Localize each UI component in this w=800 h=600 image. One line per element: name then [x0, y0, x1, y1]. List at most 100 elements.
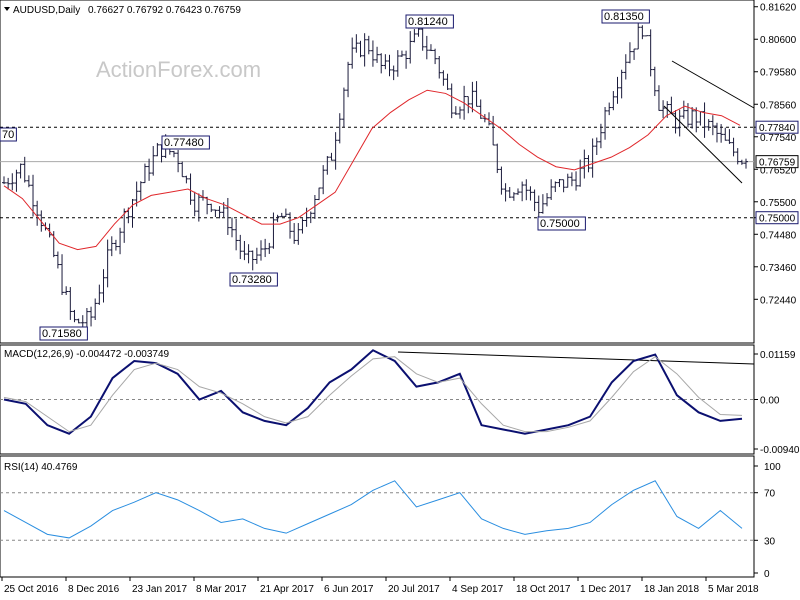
price-bar — [719, 124, 724, 143]
price-bar — [375, 46, 380, 63]
price-bar — [561, 179, 566, 193]
price-bar — [366, 35, 371, 55]
price-bar — [259, 240, 264, 261]
price-bar — [35, 200, 40, 226]
price-bar — [652, 66, 657, 97]
price-bar — [383, 54, 388, 70]
price-bar — [586, 155, 591, 173]
price-bar — [238, 234, 243, 260]
price-bar — [690, 107, 695, 129]
current-price-box — [755, 155, 799, 169]
x-axis-label: 5 Mar 2018 — [708, 584, 759, 595]
x-axis-label: 8 Mar 2017 — [196, 584, 247, 595]
price-bar — [55, 251, 60, 269]
price-bar — [234, 218, 239, 251]
price-bar — [329, 152, 334, 161]
macd-panel — [0, 344, 755, 455]
price-bar — [636, 19, 641, 50]
price-bar — [89, 306, 94, 327]
price-bar — [594, 137, 599, 155]
price-annotation: 0.71580 — [39, 326, 88, 341]
price-bar — [644, 35, 649, 37]
macd-label: MACD(12,26,9) -0.004472 -0.003749 — [4, 349, 170, 360]
price-bar — [615, 76, 620, 104]
price-bar — [242, 241, 247, 261]
price-bar — [441, 70, 446, 86]
annotation-label: 0.73280 — [232, 274, 272, 286]
x-axis-label: 8 Dec 2016 — [68, 584, 120, 595]
price-annotation: 0.77480 — [161, 135, 210, 150]
price-bar — [93, 298, 98, 321]
annotation-label: 0.71580 — [42, 328, 82, 340]
price-bar — [499, 166, 504, 195]
price-axis-label: 0.76520 — [760, 165, 797, 176]
price-bar — [395, 50, 400, 77]
price-bar — [723, 127, 728, 141]
price-bar — [246, 244, 251, 264]
price-bar — [196, 193, 201, 222]
price-bar — [627, 42, 632, 64]
price-bar — [632, 48, 637, 60]
rsi-panel — [0, 455, 755, 578]
annotation-label: 0.77480 — [164, 137, 204, 149]
price-bar — [466, 96, 471, 114]
price-bar — [271, 212, 276, 249]
price-bar — [10, 173, 15, 191]
channel-upper-line — [671, 60, 755, 109]
price-bar — [47, 223, 52, 238]
price-axis-label: 0.81620 — [760, 3, 797, 14]
x-axis-label: 1 Dec 2017 — [580, 584, 632, 595]
price-annotation: 0.73280 — [229, 272, 278, 287]
price-bar — [491, 115, 496, 146]
price-bar — [180, 161, 185, 178]
price-bar — [147, 158, 152, 181]
price-bar — [184, 175, 189, 184]
price-bar — [354, 34, 359, 53]
moving-average-line — [3, 89, 741, 251]
annotation-box — [601, 9, 650, 24]
annotation-box — [161, 135, 210, 150]
price-bar — [739, 159, 744, 165]
price-axis-label: 0.75500 — [760, 198, 797, 209]
price-bar — [317, 187, 322, 201]
price-bar — [424, 35, 429, 60]
rsi-axis-label: 30 — [764, 536, 776, 547]
current-price-label: 0.76759 — [759, 158, 796, 169]
price-bar — [250, 250, 255, 271]
price-bar — [532, 189, 537, 212]
price-bar — [22, 156, 27, 183]
price-bar — [656, 85, 661, 111]
x-axis-label: 21 Apr 2017 — [260, 584, 314, 595]
price-bar — [118, 227, 123, 255]
price-bar — [18, 163, 23, 179]
price-bar — [433, 48, 438, 65]
price-bar — [325, 156, 330, 175]
price-bar — [536, 195, 541, 218]
price-bar — [553, 181, 558, 193]
price-bar — [138, 181, 143, 201]
price-bar — [130, 198, 135, 228]
rsi-layer — [0, 480, 754, 541]
price-bar — [2, 176, 6, 185]
price-bar — [706, 119, 711, 131]
price-bar — [113, 239, 118, 251]
x-axis-label: 25 Oct 2016 — [4, 584, 59, 595]
annotation-box — [537, 216, 586, 231]
x-axis-label: 4 Sep 2017 — [452, 584, 504, 595]
dropdown-arrow-icon[interactable] — [4, 7, 10, 11]
price-bar — [84, 307, 89, 328]
price-bar — [408, 31, 413, 64]
price-axis-label: 0.72440 — [760, 295, 797, 306]
macd-axis-label: 0.00 — [760, 396, 780, 407]
price-bar — [640, 25, 645, 40]
price-bar — [288, 212, 293, 239]
price-bar — [607, 102, 612, 116]
price-bar — [619, 69, 624, 99]
price-bar — [64, 286, 69, 295]
price-bar — [574, 171, 579, 191]
macd-axis-label: 0.01159 — [760, 350, 796, 361]
price-bar — [391, 65, 396, 81]
price-bar — [516, 188, 521, 195]
price-layer: 0.71580 0.77480 0.73280 0.81240 0.75000 0.813… — [0, 9, 755, 341]
